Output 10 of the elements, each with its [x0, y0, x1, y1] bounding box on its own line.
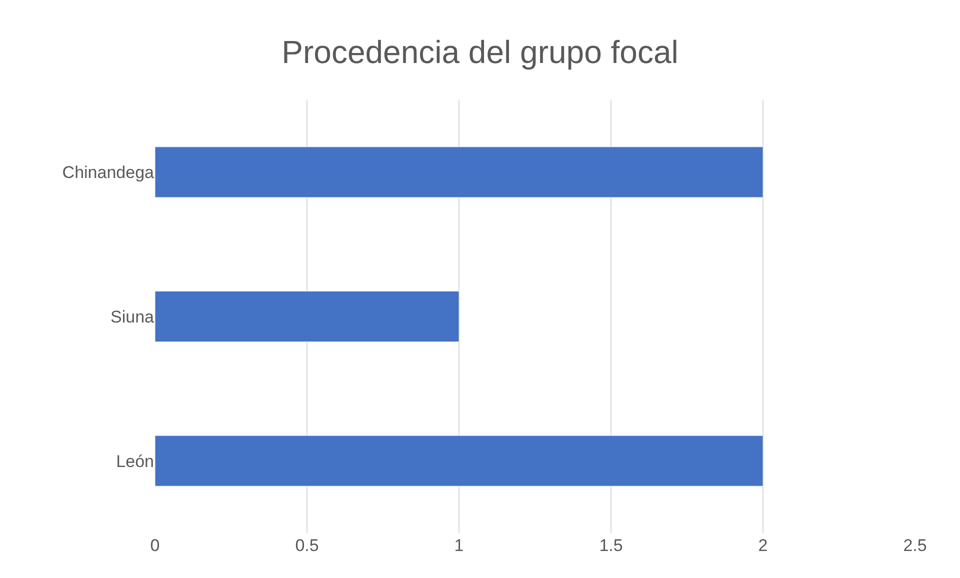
y-tick-label: Siuna [110, 307, 155, 326]
x-tick-label: 0 [150, 536, 160, 555]
x-tick-label: 2 [758, 536, 768, 555]
y-tick-label: Chinandega [62, 163, 155, 182]
x-tick-label: 0.5 [295, 536, 319, 555]
x-tick-label: 2.5 [903, 536, 927, 555]
x-tick-label: 1.5 [599, 536, 623, 555]
y-tick-label: León [116, 452, 154, 471]
chart-title: Procedencia del grupo focal [282, 34, 678, 70]
x-tick-label: 1 [454, 536, 464, 555]
